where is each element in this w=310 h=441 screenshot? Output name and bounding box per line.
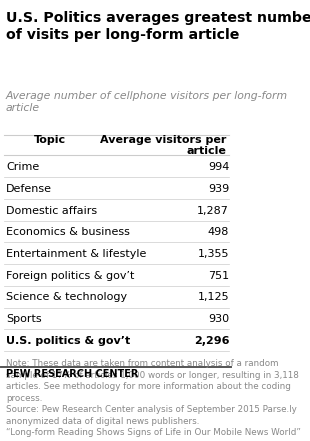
Text: Entertainment & lifestyle: Entertainment & lifestyle [6, 249, 146, 259]
Text: 1,125: 1,125 [197, 292, 229, 303]
Text: Average number of cellphone visitors per long-form
article: Average number of cellphone visitors per… [6, 91, 288, 113]
Text: PEW RESEARCH CENTER: PEW RESEARCH CENTER [6, 369, 138, 379]
Text: 994: 994 [208, 162, 229, 172]
Text: 498: 498 [208, 227, 229, 237]
Text: Note: These data are taken from content analysis of a random
sample of 17% of ar: Note: These data are taken from content … [6, 359, 301, 437]
Text: Foreign politics & gov’t: Foreign politics & gov’t [6, 271, 134, 280]
Text: Average visitors per
article: Average visitors per article [100, 135, 227, 156]
Text: 939: 939 [208, 184, 229, 194]
Text: Defense: Defense [6, 184, 52, 194]
Text: Domestic affairs: Domestic affairs [6, 206, 97, 216]
Text: 930: 930 [208, 314, 229, 324]
Text: Economics & business: Economics & business [6, 227, 130, 237]
Text: 1,355: 1,355 [198, 249, 229, 259]
Text: 751: 751 [208, 271, 229, 280]
Text: U.S. Politics averages greatest number
of visits per long-form article: U.S. Politics averages greatest number o… [6, 11, 310, 41]
Text: 2,296: 2,296 [194, 336, 229, 346]
Text: Crime: Crime [6, 162, 39, 172]
Text: Sports: Sports [6, 314, 42, 324]
Text: U.S. politics & gov’t: U.S. politics & gov’t [6, 336, 130, 346]
Text: Topic: Topic [34, 135, 66, 145]
Text: Science & technology: Science & technology [6, 292, 127, 303]
Text: 1,287: 1,287 [197, 206, 229, 216]
